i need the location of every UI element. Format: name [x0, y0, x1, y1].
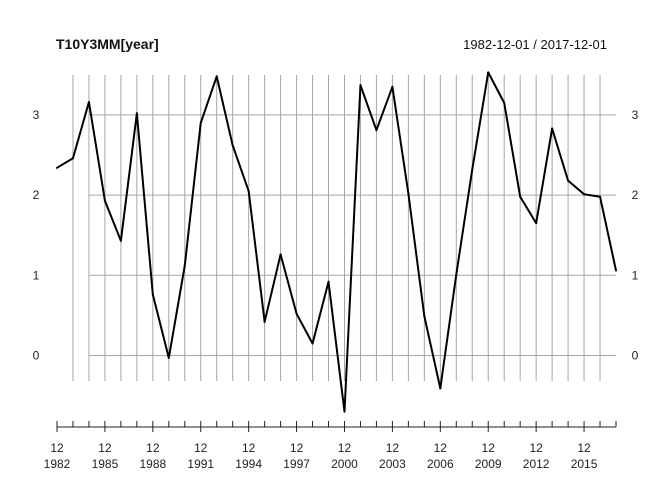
x-tick-label-month: 12 — [290, 441, 304, 455]
data-point — [375, 129, 378, 132]
x-tick-label-year: 2003 — [379, 457, 406, 471]
x-tick-label-year: 1988 — [139, 457, 166, 471]
x-tick-label-year: 1994 — [235, 457, 262, 471]
data-point — [71, 157, 74, 160]
data-point — [583, 193, 586, 196]
y-tick-label-left: 2 — [33, 188, 40, 202]
data-point — [295, 312, 298, 315]
x-tick-label-month: 12 — [194, 441, 208, 455]
y-tick-label-right: 2 — [632, 188, 639, 202]
data-point — [199, 121, 202, 124]
data-point — [343, 410, 346, 413]
data-point — [359, 84, 362, 87]
date-range: 1982-12-01 / 2017-12-01 — [463, 37, 607, 52]
x-tick-label-year: 2006 — [427, 457, 454, 471]
x-tick-label-month: 12 — [338, 441, 352, 455]
x-tick-label-month: 12 — [50, 441, 64, 455]
y-tick-label-left: 3 — [33, 108, 40, 122]
data-point — [119, 239, 122, 242]
data-point — [551, 127, 554, 130]
data-point — [231, 144, 234, 147]
data-point — [503, 101, 506, 104]
data-point — [247, 190, 250, 193]
data-point — [599, 195, 602, 198]
data-point — [439, 387, 442, 390]
x-tick-label-month: 12 — [482, 441, 496, 455]
data-point — [567, 179, 570, 182]
y-tick-label-right: 3 — [632, 108, 639, 122]
data-point — [87, 101, 90, 104]
data-point — [455, 273, 458, 276]
x-tick-label-year: 1982 — [44, 457, 71, 471]
data-point — [151, 293, 154, 296]
data-point — [327, 280, 330, 283]
data-point — [167, 356, 170, 359]
grid-lines — [72, 75, 616, 381]
x-tick-label-month: 12 — [98, 441, 112, 455]
x-tick-label-month: 12 — [386, 441, 400, 455]
data-point — [391, 85, 394, 88]
x-tick-label-year: 2000 — [331, 457, 358, 471]
data-point — [535, 222, 538, 225]
data-point — [407, 192, 410, 195]
data-point — [263, 320, 266, 323]
x-tick-label-year: 2015 — [571, 457, 598, 471]
x-axis: 12 1982 12 1985 12 1988 12 1991 12 1994 12 1997 12 20… — [44, 421, 617, 471]
y-tick-label-left: 0 — [33, 349, 40, 363]
data-point — [311, 342, 314, 345]
x-tick-label-month: 12 — [146, 441, 160, 455]
x-tick-label-year: 1985 — [92, 457, 119, 471]
data-point — [423, 315, 426, 318]
x-tick-label-year: 2012 — [523, 457, 550, 471]
y-tick-label-left: 1 — [33, 268, 40, 282]
y-axis-right: 0 1 2 3 — [632, 108, 639, 363]
data-point — [615, 269, 617, 272]
data-point — [519, 195, 522, 198]
y-axis-left: 0 1 2 3 — [33, 108, 40, 363]
x-tick-label-year: 1991 — [187, 457, 214, 471]
chart-title: T10Y3MM[year] — [56, 36, 159, 52]
data-point — [103, 199, 106, 202]
data-point — [215, 75, 218, 78]
data-point — [183, 264, 186, 267]
x-tick-label-year: 2009 — [475, 457, 502, 471]
data-point — [487, 71, 490, 74]
x-tick-label-month: 12 — [434, 441, 448, 455]
data-point — [471, 168, 474, 171]
data-point — [56, 166, 58, 169]
data-point — [279, 253, 282, 256]
x-tick-label-month: 12 — [242, 441, 256, 455]
data-point — [135, 112, 138, 115]
y-tick-label-right: 1 — [632, 268, 639, 282]
x-tick-label-month: 12 — [577, 441, 591, 455]
x-tick-label-month: 12 — [529, 441, 543, 455]
y-tick-label-right: 0 — [632, 349, 639, 363]
series-layer — [56, 71, 617, 413]
x-tick-label-year: 1997 — [283, 457, 310, 471]
series-line — [56, 71, 617, 413]
